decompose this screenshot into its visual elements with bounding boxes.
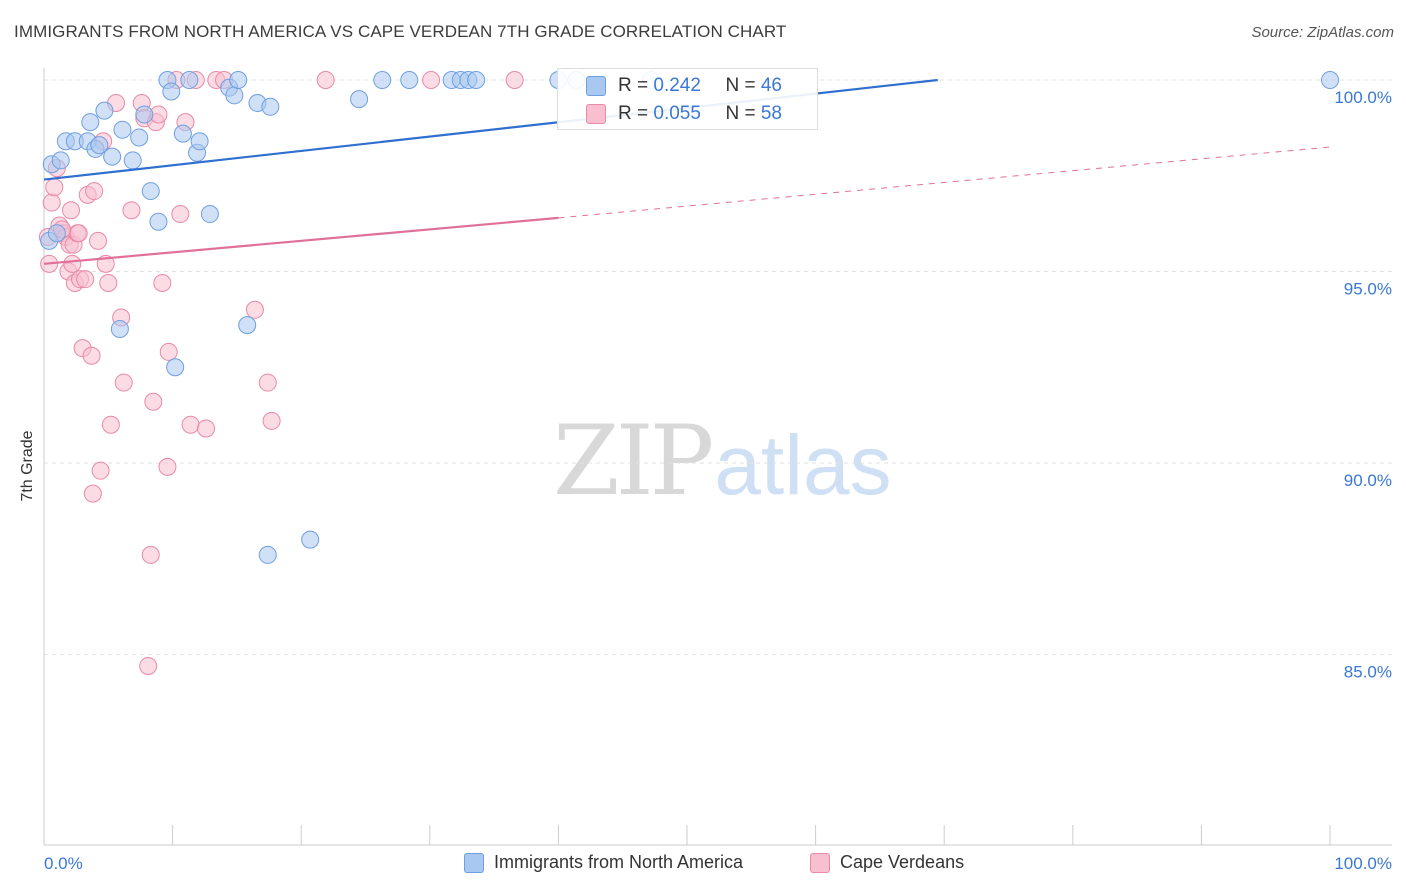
stats-r-value-pink: 0.055 [653,103,701,124]
data-point-pink [262,411,281,430]
legend-item-cape-verdeans[interactable]: Cape Verdeans [810,852,964,873]
data-point-blue [130,128,149,147]
data-point-blue [113,120,132,139]
trend-line-pink [43,216,559,265]
data-point-pink [114,373,133,392]
data-point-blue [149,212,168,231]
watermark-atlas: atlas [714,418,892,512]
stats-r-value-blue: 0.242 [653,75,701,96]
axes [43,68,1392,846]
data-point-blue [350,90,369,109]
data-point-blue [110,319,129,338]
data-point-blue [301,530,320,549]
data-point-pink [141,545,160,564]
data-point-pink [144,392,163,411]
legend-swatch-immigrants [464,852,484,873]
x-tick-label-right: 100.0% [1334,854,1392,873]
gridlines [44,79,1392,655]
data-point-pink [181,415,200,434]
data-point-pink [422,71,441,89]
data-point-pink [139,656,158,675]
data-point-pink [159,342,178,361]
data-point-blue [400,71,419,89]
data-point-pink [158,457,177,476]
watermark: ZIPatlas [553,405,892,517]
stats-swatch-pink [586,104,606,124]
series-immigrants-north-america [40,71,1339,564]
data-point-blue [81,113,100,132]
stats-text-pink: R = 0.055 N = 58 [618,103,782,125]
data-point-pink [83,484,102,503]
data-point-pink [122,201,141,220]
data-point-blue [467,71,486,89]
data-point-pink [85,182,104,201]
data-point-pink [82,346,101,365]
data-point-pink [62,201,81,220]
data-point-blue [238,316,257,335]
tick-labels: 100.0% 95.0% 90.0% 85.0% 0.0% 100.0% [44,88,1392,873]
data-point-pink [45,178,64,197]
data-point-pink [171,205,190,224]
data-point-blue [258,545,277,564]
stats-n-label-blue: N = [725,75,761,96]
stats-text-blue: R = 0.242 N = 46 [618,75,782,97]
data-point-blue [162,82,181,101]
data-point-pink [76,270,95,289]
data-point-blue [200,205,219,224]
stats-r-label-blue: R = [618,75,654,96]
y-tick-label: 95.0% [1344,280,1392,299]
data-point-blue [1321,71,1339,89]
x-tick-label-left: 0.0% [44,854,83,873]
legend-swatch-cape-verdeans [810,852,830,873]
data-point-blue [95,101,114,120]
y-tick-label: 90.0% [1344,471,1392,490]
data-point-blue [47,224,66,243]
chart-title: IMMIGRANTS FROM NORTH AMERICA VS CAPE VE… [14,22,787,41]
stats-swatch-blue [586,76,606,96]
data-point-blue [123,151,142,170]
data-point-blue [173,124,192,143]
legend-label-cape-verdeans: Cape Verdeans [840,852,965,872]
data-point-pink [91,461,110,480]
data-point-pink [245,300,264,319]
data-point-pink [42,193,61,212]
stats-n-value-pink: 58 [760,103,782,124]
data-point-blue [225,86,244,105]
data-point-pink [63,254,82,273]
data-point-blue [190,132,209,151]
legend-label-immigrants: Immigrants from North America [494,852,744,872]
trend-extension-pink [558,146,1331,219]
y-tick-label: 100.0% [1334,88,1392,107]
data-point-blue [141,182,160,201]
data-point-blue [229,71,248,89]
stats-r-label-pink: R = [618,103,654,124]
source-label: Source: ZipAtlas.com [1251,24,1394,41]
data-point-pink [69,224,88,243]
data-point-blue [51,151,70,170]
data-point-pink [153,273,172,292]
data-point-blue [261,97,280,116]
bottom-legend: Immigrants from North America Cape Verde… [0,852,1406,878]
data-point-blue [373,71,392,89]
data-point-blue [180,71,199,89]
legend-item-immigrants[interactable]: Immigrants from North America [464,852,743,873]
data-point-pink [89,231,108,250]
data-point-blue [166,358,185,377]
stats-legend-box: R = 0.242 N = 46 R = 0.055 N = 58 [557,68,818,130]
data-point-pink [505,71,524,89]
data-point-pink [258,373,277,392]
stats-n-value-blue: 46 [760,75,782,96]
data-point-blue [103,147,122,166]
data-point-pink [101,415,120,434]
data-point-blue [90,136,109,155]
data-point-blue [135,105,154,124]
stats-n-label-pink: N = [725,103,761,124]
data-point-pink [197,419,216,438]
watermark-zip: ZIP [553,405,714,517]
data-point-pink [99,273,118,292]
data-point-pink [316,71,335,89]
y-tick-label: 85.0% [1344,663,1392,682]
